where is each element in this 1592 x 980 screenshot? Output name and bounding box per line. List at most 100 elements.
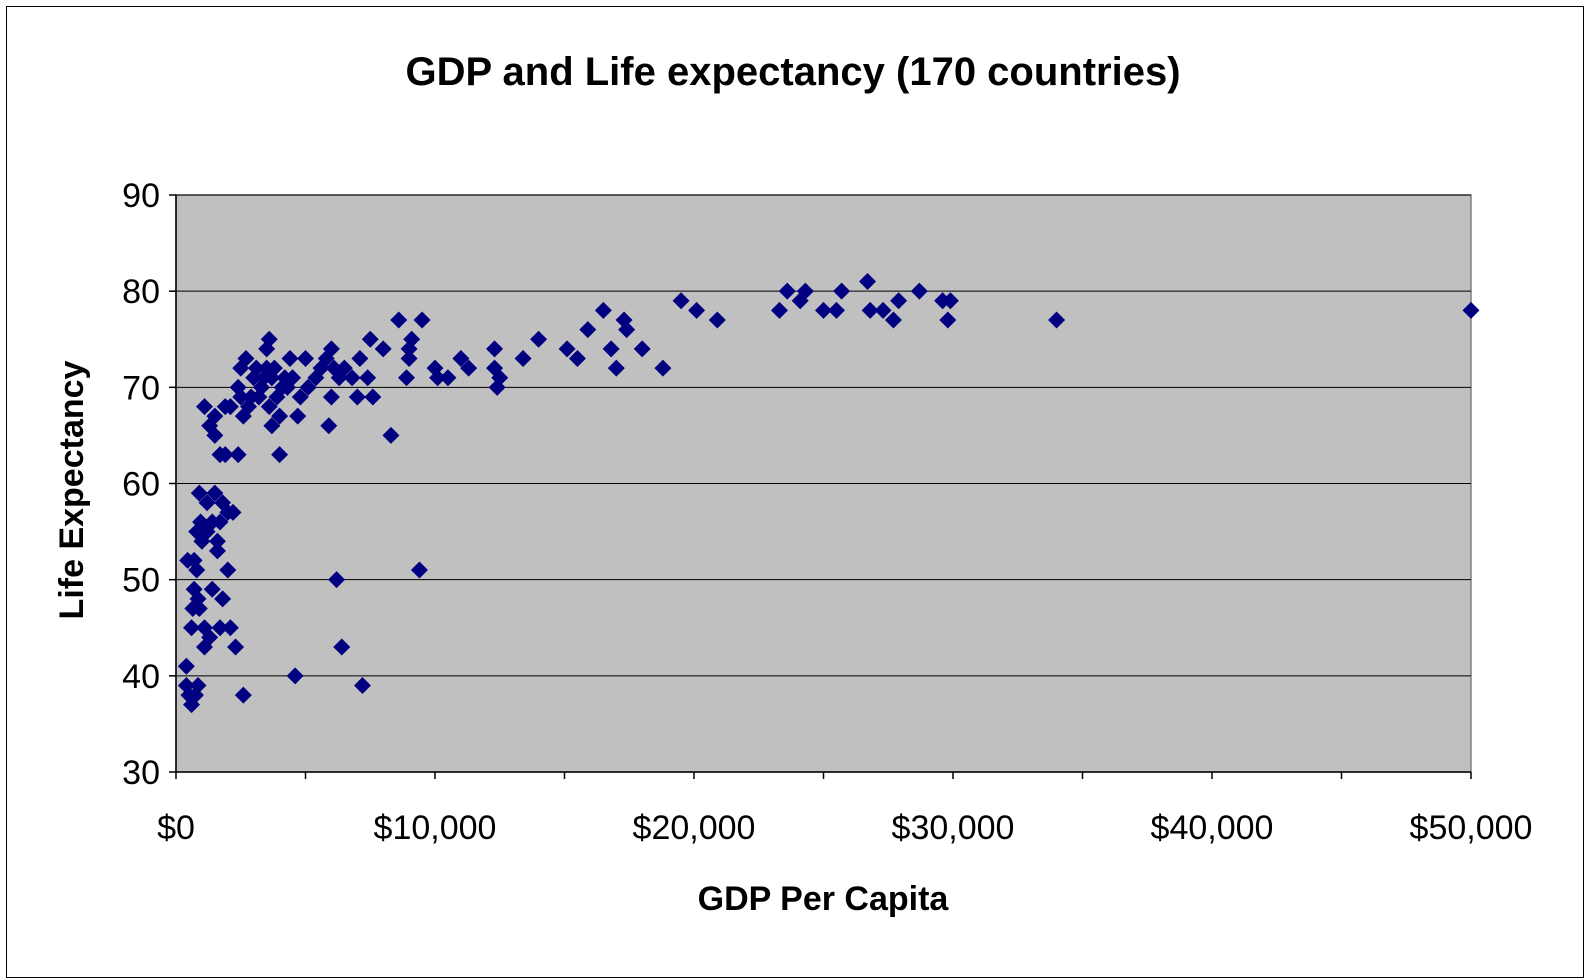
x-tick-label: $20,000 <box>633 809 756 847</box>
data-point <box>208 532 226 550</box>
data-point <box>364 388 382 406</box>
data-point <box>348 388 366 406</box>
data-point <box>602 340 620 358</box>
data-point <box>289 407 307 425</box>
data-point <box>263 417 281 435</box>
data-point <box>353 676 371 694</box>
data-point <box>568 349 586 367</box>
data-point <box>208 542 226 560</box>
data-point <box>221 398 239 416</box>
data-point <box>214 590 232 608</box>
y-tick-label: 60 <box>122 466 160 504</box>
y-tick-label: 40 <box>122 658 160 696</box>
data-point <box>410 561 428 579</box>
y-tick-label: 30 <box>122 754 160 792</box>
y-tick-label: 80 <box>122 273 160 311</box>
data-point <box>688 301 706 319</box>
data-point <box>234 686 252 704</box>
data-point <box>206 426 224 444</box>
data-point <box>827 301 845 319</box>
data-point <box>403 330 421 348</box>
data-point <box>530 330 548 348</box>
data-point <box>579 321 597 339</box>
data-point <box>708 311 726 329</box>
data-point <box>874 301 892 319</box>
data-point <box>452 349 470 367</box>
data-point <box>491 369 509 387</box>
data-point <box>413 311 431 329</box>
data-point <box>219 561 237 579</box>
x-tick-label: $30,000 <box>892 809 1015 847</box>
data-point <box>910 282 928 300</box>
data-point <box>322 388 340 406</box>
data-point <box>189 676 207 694</box>
data-point <box>291 388 309 406</box>
data-point <box>328 571 346 589</box>
y-tick-label: 50 <box>122 562 160 600</box>
data-point <box>833 282 851 300</box>
data-point <box>890 292 908 310</box>
data-point <box>618 321 636 339</box>
data-point <box>770 301 788 319</box>
data-point <box>486 340 504 358</box>
data-point <box>216 446 234 464</box>
data-point <box>221 619 239 637</box>
data-points <box>177 273 1480 714</box>
data-point <box>398 369 416 387</box>
grid-lines <box>176 194 1471 677</box>
data-point <box>260 330 278 348</box>
data-point <box>859 273 877 291</box>
data-point <box>227 638 245 656</box>
data-point <box>429 369 447 387</box>
x-axis-ticks: $0 $10,000 $20,000 $30,000 $40,000 $50,000 <box>157 772 1532 847</box>
data-point <box>884 311 902 329</box>
data-point <box>815 301 832 319</box>
data-point <box>382 426 400 444</box>
scatter-chart: GDP and Life expectancy (170 countries) … <box>53 50 1532 918</box>
data-point <box>939 311 957 329</box>
data-point <box>322 340 340 358</box>
data-point <box>281 349 299 367</box>
data-point <box>229 446 247 464</box>
data-point <box>224 503 242 521</box>
data-point <box>514 349 532 367</box>
data-point <box>240 398 258 416</box>
data-point <box>351 349 369 367</box>
data-point <box>343 369 361 387</box>
data-point <box>271 407 289 425</box>
x-tick-label: $0 <box>157 809 195 847</box>
data-point <box>190 600 208 618</box>
data-point <box>400 349 418 367</box>
data-point <box>1048 311 1066 329</box>
data-point <box>271 446 289 464</box>
data-point <box>633 340 651 358</box>
data-point <box>335 359 353 377</box>
data-point <box>183 619 201 637</box>
data-point <box>177 657 195 675</box>
data-point <box>361 330 379 348</box>
data-point <box>778 282 796 300</box>
data-point <box>198 494 216 512</box>
data-point <box>190 484 208 502</box>
y-axis-title: Life Expectancy <box>53 360 91 619</box>
data-point <box>439 369 457 387</box>
data-point <box>260 398 278 416</box>
data-point <box>232 388 250 406</box>
data-point <box>333 638 351 656</box>
data-point <box>247 359 265 377</box>
data-point <box>211 513 229 531</box>
data-point <box>861 301 879 319</box>
x-tick-label: $50,000 <box>1410 809 1533 847</box>
data-point <box>1462 301 1480 319</box>
data-point <box>188 561 206 579</box>
data-point <box>320 417 338 435</box>
data-point <box>672 292 690 310</box>
x-tick-label: $40,000 <box>1151 809 1274 847</box>
data-point <box>286 667 304 685</box>
data-point <box>374 340 392 358</box>
x-tick-label: $10,000 <box>374 809 497 847</box>
data-point <box>206 407 224 425</box>
data-point <box>594 301 612 319</box>
data-point <box>265 359 283 377</box>
data-point <box>245 369 263 387</box>
